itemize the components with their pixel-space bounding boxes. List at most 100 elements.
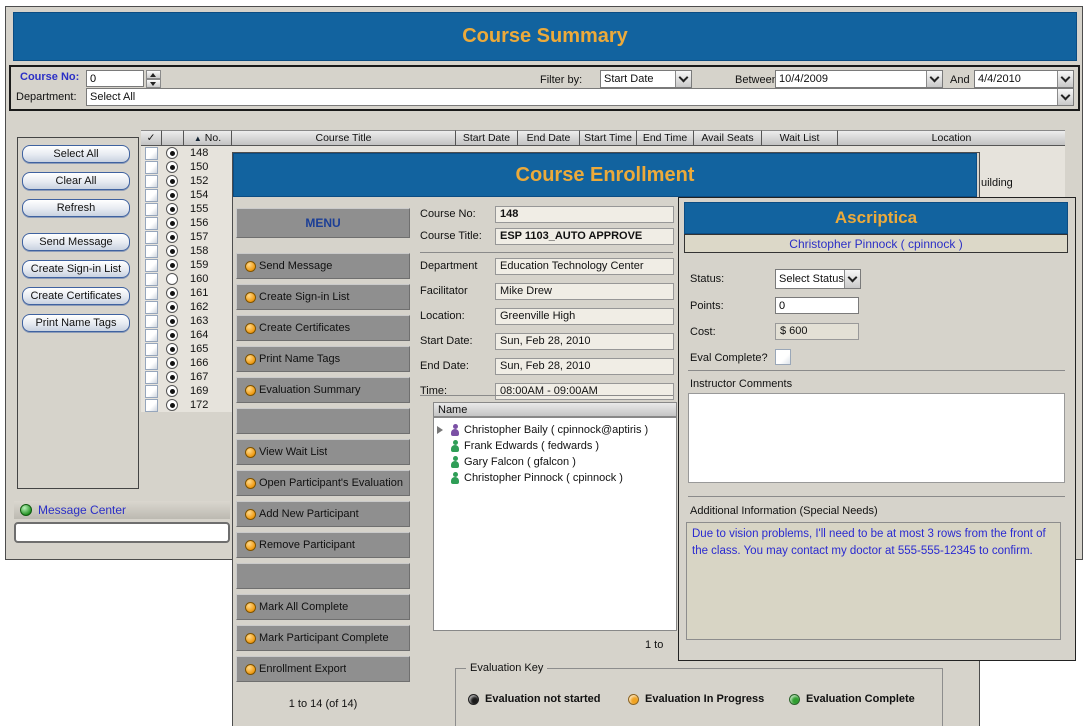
row-radio[interactable] [166, 315, 178, 327]
row-radio[interactable] [166, 385, 178, 397]
wait-list-column-header[interactable]: Wait List [761, 130, 837, 146]
participant-row[interactable]: Christopher Pinnock ( cpinnock ) [434, 470, 676, 486]
row-checkbox[interactable] [144, 314, 158, 328]
points-input[interactable] [775, 297, 859, 314]
menu-item-create-sign-in-list[interactable]: Create Sign-in List [236, 284, 410, 310]
detail-value: Education Technology Center [495, 258, 674, 275]
row-radio[interactable] [166, 203, 178, 215]
start-date-column-header[interactable]: Start Date [455, 130, 517, 146]
row-radio[interactable] [166, 189, 178, 201]
menu-item-view-wait-list[interactable]: View Wait List [236, 439, 410, 465]
row-radio[interactable] [166, 161, 178, 173]
menu-item-open-participant-s-evaluation[interactable]: Open Participant's Evaluation [236, 470, 410, 496]
radio-column-header[interactable] [161, 130, 183, 146]
row-radio[interactable] [166, 357, 178, 369]
participant-row[interactable]: Christopher Baily ( cpinnock@aptiris ) [434, 422, 676, 438]
row-checkbox[interactable] [144, 258, 158, 272]
row-radio[interactable] [166, 245, 178, 257]
row-radio[interactable] [166, 343, 178, 355]
course-no-cell: 165 [190, 343, 209, 355]
menu-item-send-message[interactable]: Send Message [236, 253, 410, 279]
between-date-select[interactable]: 10/4/2009 [775, 70, 943, 88]
menu-item-enrollment-export[interactable]: Enrollment Export [236, 656, 410, 682]
avail-seats-column-header[interactable]: Avail Seats [693, 130, 761, 146]
row-radio[interactable] [166, 301, 178, 313]
row-checkbox[interactable] [144, 146, 158, 160]
status-select[interactable]: Select Status [775, 269, 861, 289]
detail-value: Greenville High [495, 308, 674, 325]
department-select[interactable]: Select All [86, 88, 1074, 106]
end-date-column-header[interactable]: End Date [517, 130, 579, 146]
course-title-column-header[interactable]: Course Title [231, 130, 455, 146]
row-checkbox[interactable] [144, 244, 158, 258]
action-clear-all-button[interactable]: Clear All [22, 172, 130, 190]
actions-panel: Select All Clear All Refresh Send Message Cr… [17, 137, 139, 489]
row-radio[interactable] [166, 371, 178, 383]
action-send-message-button[interactable]: Send Message [22, 233, 130, 251]
participant-name: Christopher Baily ( cpinnock@aptiris ) [464, 424, 649, 436]
course-no-input[interactable] [86, 70, 144, 87]
row-checkbox[interactable] [144, 160, 158, 174]
no-column-header[interactable]: ▲ No. [183, 130, 231, 146]
location-column-header[interactable]: Location [837, 130, 1065, 146]
row-checkbox[interactable] [144, 272, 158, 286]
eval-complete-checkbox[interactable] [775, 349, 791, 365]
instructor-comments-input[interactable] [688, 393, 1065, 483]
row-checkbox[interactable] [144, 356, 158, 370]
row-checkbox[interactable] [144, 286, 158, 300]
message-center-input[interactable] [14, 522, 230, 543]
menu-item-mark-participant-complete[interactable]: Mark Participant Complete [236, 625, 410, 651]
course-no-cell: 166 [190, 357, 209, 369]
menu-item-mark-all-complete[interactable]: Mark All Complete [236, 594, 410, 620]
end-time-column-header[interactable]: End Time [636, 130, 693, 146]
row-radio[interactable] [166, 399, 178, 411]
green-person-icon [450, 471, 460, 485]
row-checkbox[interactable] [144, 384, 158, 398]
action-create-certificates-button[interactable]: Create Certificates [22, 287, 130, 305]
spin-up-icon[interactable] [146, 70, 161, 79]
column-label: End Date [526, 132, 571, 144]
row-checkbox[interactable] [144, 216, 158, 230]
row-checkbox[interactable] [144, 328, 158, 342]
row-radio[interactable] [166, 287, 178, 299]
row-radio[interactable] [166, 217, 178, 229]
row-checkbox[interactable] [144, 370, 158, 384]
row-radio[interactable] [166, 231, 178, 243]
action-print-name-tags-button[interactable]: Print Name Tags [22, 314, 130, 332]
menu-bullet-icon [245, 663, 256, 675]
menu-item-remove-participant[interactable]: Remove Participant [236, 532, 410, 558]
row-radio[interactable] [166, 259, 178, 271]
row-checkbox[interactable] [144, 174, 158, 188]
detail-value: Sun, Feb 28, 2010 [495, 333, 674, 350]
eval-status-icon [789, 693, 800, 705]
menu-item-create-certificates[interactable]: Create Certificates [236, 315, 410, 341]
row-checkbox[interactable] [144, 398, 158, 412]
row-checkbox[interactable] [144, 202, 158, 216]
action-refresh-button[interactable]: Refresh [22, 199, 130, 217]
row-checkbox[interactable] [144, 300, 158, 314]
row-checkbox[interactable] [144, 342, 158, 356]
action-select-all-button[interactable]: Select All [22, 145, 130, 163]
row-radio[interactable] [166, 329, 178, 341]
spin-down-icon[interactable] [146, 79, 161, 88]
participant-row[interactable]: Gary Falcon ( gfalcon ) [434, 454, 676, 470]
filter-by-select[interactable]: Start Date [600, 70, 692, 88]
and-date-select[interactable]: 4/4/2010 [974, 70, 1074, 88]
participant-name: Frank Edwards ( fedwards ) [464, 440, 600, 452]
row-checkbox[interactable] [144, 188, 158, 202]
row-radio[interactable] [166, 273, 178, 285]
row-radio[interactable] [166, 175, 178, 187]
detail-label: Location: [420, 310, 465, 322]
menu-item-print-name-tags[interactable]: Print Name Tags [236, 346, 410, 372]
action-create-sign-in-list-button[interactable]: Create Sign-in List [22, 260, 130, 278]
row-radio[interactable] [166, 147, 178, 159]
row-checkbox[interactable] [144, 230, 158, 244]
select-column-header[interactable]: ✓ [141, 130, 161, 146]
menu-item-evaluation-summary[interactable]: Evaluation Summary [236, 377, 410, 403]
participant-list-header[interactable]: Name [433, 402, 677, 417]
menu-item-add-new-participant[interactable]: Add New Participant [236, 501, 410, 527]
participant-row[interactable]: Frank Edwards ( fedwards ) [434, 438, 676, 454]
expander-icon[interactable] [437, 426, 443, 434]
cost-label: Cost: [690, 326, 716, 338]
start-time-column-header[interactable]: Start Time [579, 130, 636, 146]
